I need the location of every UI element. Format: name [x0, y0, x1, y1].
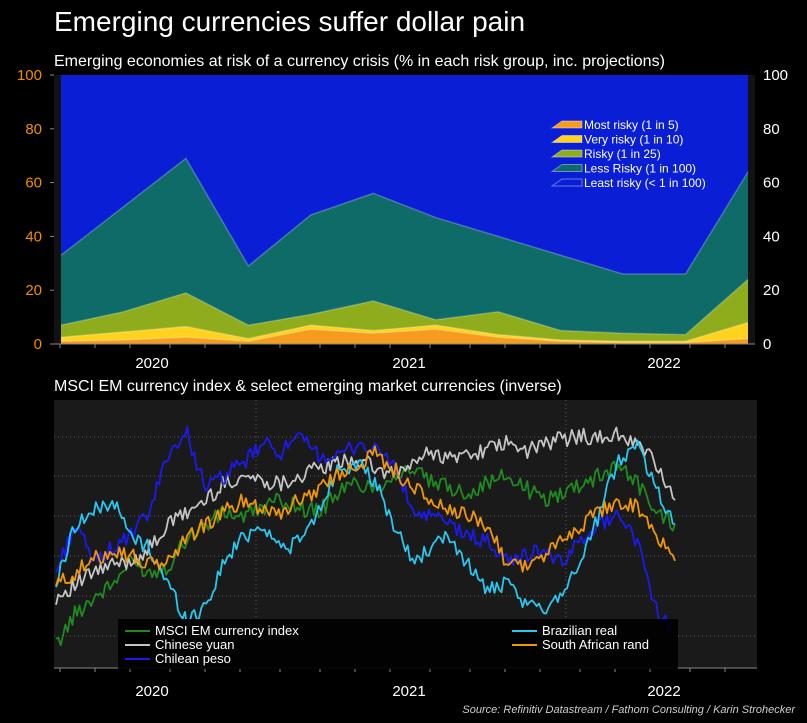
chart1-title: Emerging economies at risk of a currency… [54, 53, 665, 70]
line-chinese-yuan [55, 426, 676, 605]
legend-swatch [550, 164, 583, 172]
y-tick-right: 60 [763, 175, 780, 192]
source-note: Source: Refinitiv Datastream / Fathom Co… [462, 704, 795, 716]
area-less-risky-1-in-100- [61, 158, 748, 344]
y-tick-left: 80 [25, 121, 42, 138]
area-most-risky-1-in-5- [61, 329, 748, 344]
y-tick-right: 0 [763, 336, 771, 353]
area-risky-1-in-25- [61, 279, 748, 344]
legend-label: MSCI EM currency index [155, 623, 299, 638]
x-tick-label: 2022 [647, 355, 680, 372]
area-edge [60, 328, 749, 344]
x-tick-label: 2022 [647, 683, 680, 700]
legend-label: Risky (1 in 25) [584, 147, 661, 161]
y-tick-right: 40 [763, 228, 780, 245]
x-tick-label: 2021 [392, 683, 425, 700]
legend-swatch [550, 135, 583, 143]
y-tick-left: 0 [34, 336, 42, 353]
legend-label: Very risky (1 in 10) [584, 133, 683, 147]
x-tick-label: 2020 [135, 355, 168, 372]
chart2-title: MSCI EM currency index & select emerging… [54, 378, 562, 395]
y-tick-right: 80 [763, 121, 780, 138]
legend-label: Less Risky (1 in 100) [584, 162, 696, 176]
y-tick-right: 100 [763, 67, 788, 84]
y-tick-left: 20 [25, 282, 42, 299]
y-tick-right: 20 [763, 282, 780, 299]
legend-label: Chinese yuan [155, 637, 235, 652]
legend-swatch [550, 149, 583, 158]
legend-swatch [550, 178, 583, 187]
legend-label: Most risky (1 in 5) [584, 118, 679, 132]
legend-label: Chilean peso [155, 651, 231, 666]
line-south-african-rand [55, 445, 676, 587]
x-tick-label: 2020 [135, 683, 168, 700]
legend-label: South African rand [542, 637, 649, 652]
area-edge [60, 157, 749, 275]
main-title: Emerging currencies suffer dollar pain [54, 6, 526, 37]
x-tick-label: 2021 [392, 355, 425, 372]
y-tick-left: 60 [25, 175, 42, 192]
area-edge [60, 321, 749, 343]
y-tick-left: 40 [25, 228, 42, 245]
legend-box [118, 619, 678, 669]
y-tick-left: 100 [17, 67, 42, 84]
legend-swatch [550, 120, 583, 129]
legend-label: Least risky (< 1 in 100) [584, 176, 706, 190]
legend-label: Brazilian real [542, 623, 617, 638]
currency-line-chart: 2020 2021 2022 MSCI EM currency indexChines… [54, 400, 757, 700]
line-chilean-peso [55, 425, 676, 635]
area-edge [60, 278, 749, 336]
